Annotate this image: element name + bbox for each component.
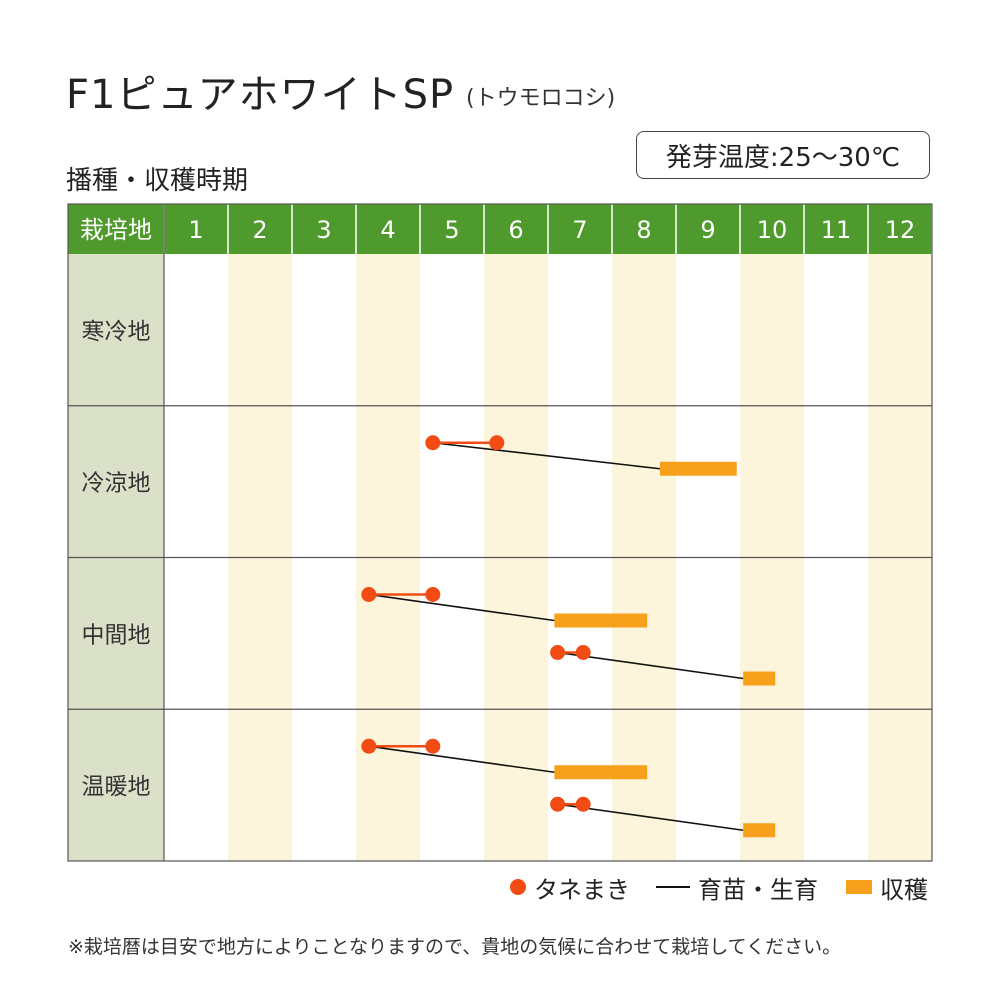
- legend-harvest: 収穫: [846, 872, 928, 904]
- corner-label: 栽培地: [80, 216, 152, 244]
- month-label: 12: [885, 216, 916, 244]
- sowing-start-dot: [361, 738, 377, 754]
- sowing-end-dot: [575, 645, 591, 660]
- growth-line: [368, 593, 555, 622]
- harvest-bar-icon: [846, 880, 872, 894]
- header-row: [68, 204, 932, 254]
- harvest-bar: [660, 461, 737, 476]
- sowing-start-dot: [550, 645, 566, 660]
- harvest-bar: [743, 671, 776, 686]
- legend-sowing: タネまき: [510, 872, 630, 904]
- month-label: 11: [821, 216, 852, 244]
- footnote: ※栽培暦は目安で地方によりことなりますので、貴地の気候に合わせて栽培してください…: [68, 936, 842, 958]
- legend-harvest-label: 収穫: [880, 875, 928, 904]
- month-label: 1: [188, 216, 203, 244]
- month-label: 7: [572, 216, 587, 244]
- growth-line: [368, 745, 555, 774]
- month-label: 2: [252, 216, 267, 244]
- sowing-end-dot: [425, 738, 441, 754]
- sowing-end-dot: [425, 587, 441, 602]
- sowing-end-dot: [489, 435, 505, 451]
- legend-growth-label: 育苗・生育: [698, 875, 818, 904]
- harvest-bar: [743, 823, 776, 838]
- legend-sowing-label: タネまき: [534, 875, 630, 904]
- chart-border: [67, 203, 933, 862]
- growth-line-icon: [656, 886, 690, 888]
- month-label: 6: [508, 216, 523, 244]
- region-label: 中間地: [82, 622, 151, 648]
- product-subtitle: (トウモロコシ): [466, 86, 616, 111]
- sowing-start-dot: [425, 435, 441, 451]
- sowing-start-dot: [361, 587, 377, 602]
- germination-temperature-label: 発芽温度:25〜30℃: [665, 142, 901, 173]
- month-label: 5: [444, 216, 459, 244]
- month-label: 9: [700, 216, 715, 244]
- harvest-bar: [554, 765, 648, 780]
- region-label: 寒冷地: [82, 319, 151, 345]
- sowing-end-dot: [575, 796, 591, 812]
- month-label: 3: [316, 216, 331, 244]
- month-label: 8: [636, 216, 651, 244]
- germination-temperature-box: 発芽温度:25〜30℃: [636, 131, 930, 179]
- harvest-bar: [554, 613, 648, 628]
- sowing-start-dot: [550, 796, 566, 812]
- region-label: 冷涼地: [82, 471, 151, 497]
- month-label: 4: [380, 216, 395, 244]
- section-title: 播種・収穫時期: [66, 166, 249, 196]
- region-label: 温暖地: [82, 774, 151, 800]
- sowing-dot-icon: [510, 879, 526, 895]
- product-title: F1ピュアホワイトSP: [66, 72, 455, 118]
- month-label: 10: [757, 216, 788, 244]
- growth-line: [432, 441, 661, 470]
- legend-growth: 育苗・生育: [656, 872, 818, 904]
